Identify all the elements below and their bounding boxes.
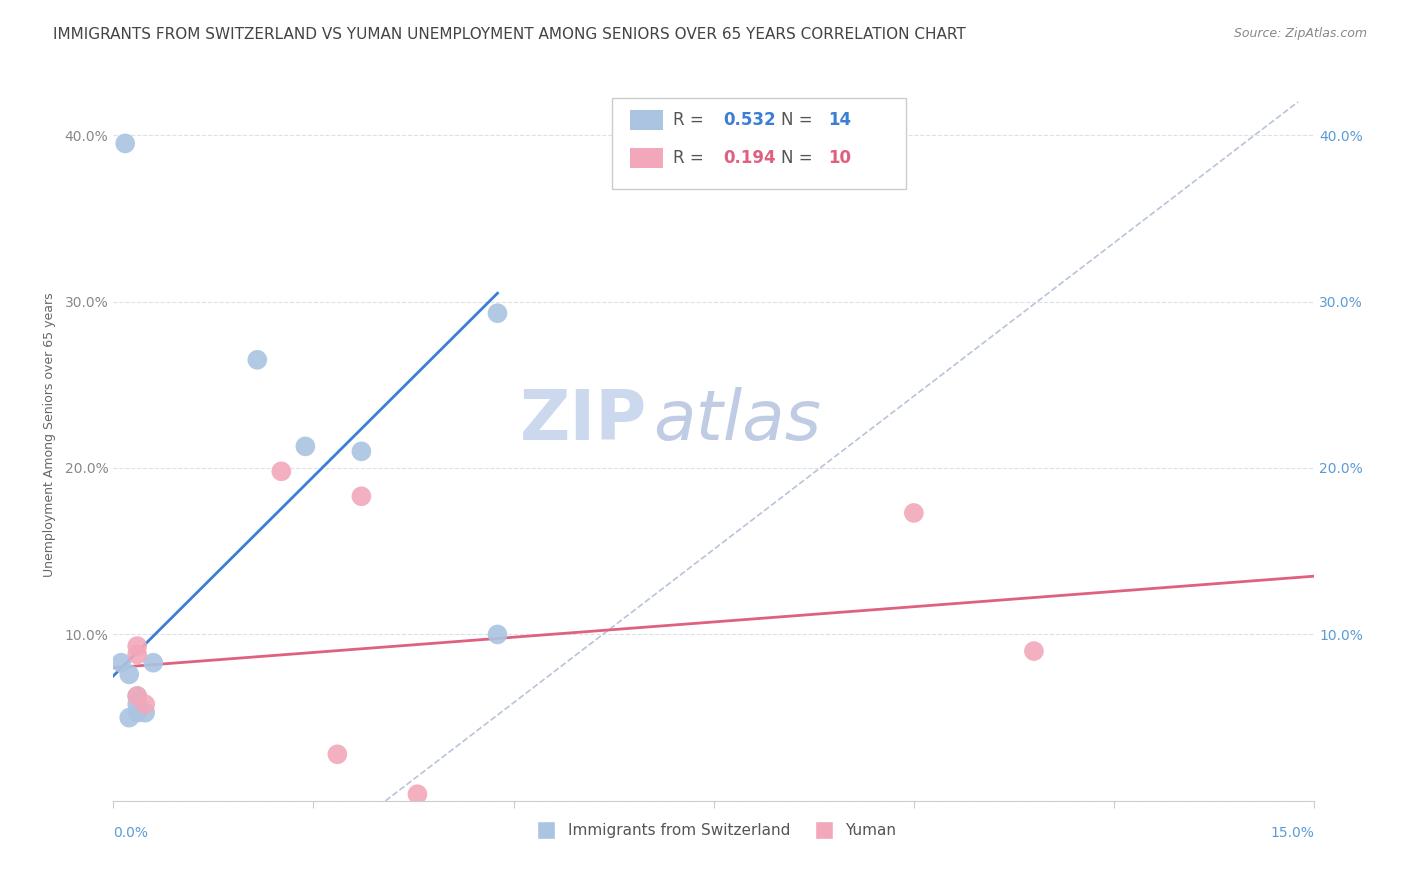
Text: 15.0%: 15.0% <box>1270 826 1315 840</box>
Text: 0.0%: 0.0% <box>114 826 148 840</box>
Point <box>350 489 373 503</box>
Point <box>127 648 149 662</box>
Point <box>127 689 149 703</box>
Point <box>127 639 149 653</box>
Point <box>127 698 149 712</box>
Text: IMMIGRANTS FROM SWITZERLAND VS YUMAN UNEMPLOYMENT AMONG SENIORS OVER 65 YEARS CO: IMMIGRANTS FROM SWITZERLAND VS YUMAN UNE… <box>53 27 966 42</box>
Point <box>142 656 165 670</box>
Point <box>114 136 136 151</box>
Point <box>1022 644 1045 658</box>
Point <box>127 706 149 720</box>
Text: R =: R = <box>673 149 709 167</box>
Text: 10: 10 <box>828 149 851 167</box>
Point <box>134 706 156 720</box>
Text: Source: ZipAtlas.com: Source: ZipAtlas.com <box>1233 27 1367 40</box>
Point <box>118 711 141 725</box>
Point <box>110 656 132 670</box>
Text: N =: N = <box>780 149 818 167</box>
Text: ZIP: ZIP <box>520 386 648 453</box>
Bar <box>630 110 664 130</box>
Text: atlas: atlas <box>654 386 821 453</box>
Point <box>903 506 925 520</box>
Text: N =: N = <box>780 111 818 128</box>
Point <box>486 627 509 641</box>
Point <box>134 698 156 712</box>
Point <box>486 306 509 320</box>
Point <box>406 787 429 801</box>
FancyBboxPatch shape <box>612 98 905 189</box>
Bar <box>630 147 664 168</box>
Point <box>326 747 349 762</box>
Point <box>294 439 316 453</box>
Text: 0.194: 0.194 <box>723 149 776 167</box>
Point <box>118 667 141 681</box>
Point <box>246 352 269 367</box>
Text: 0.532: 0.532 <box>723 111 776 128</box>
Legend: Immigrants from Switzerland, Yuman: Immigrants from Switzerland, Yuman <box>524 817 903 845</box>
Y-axis label: Unemployment Among Seniors over 65 years: Unemployment Among Seniors over 65 years <box>44 293 56 577</box>
Point <box>127 689 149 703</box>
Text: R =: R = <box>673 111 709 128</box>
Text: 14: 14 <box>828 111 851 128</box>
Point <box>270 464 292 478</box>
Point <box>350 444 373 458</box>
